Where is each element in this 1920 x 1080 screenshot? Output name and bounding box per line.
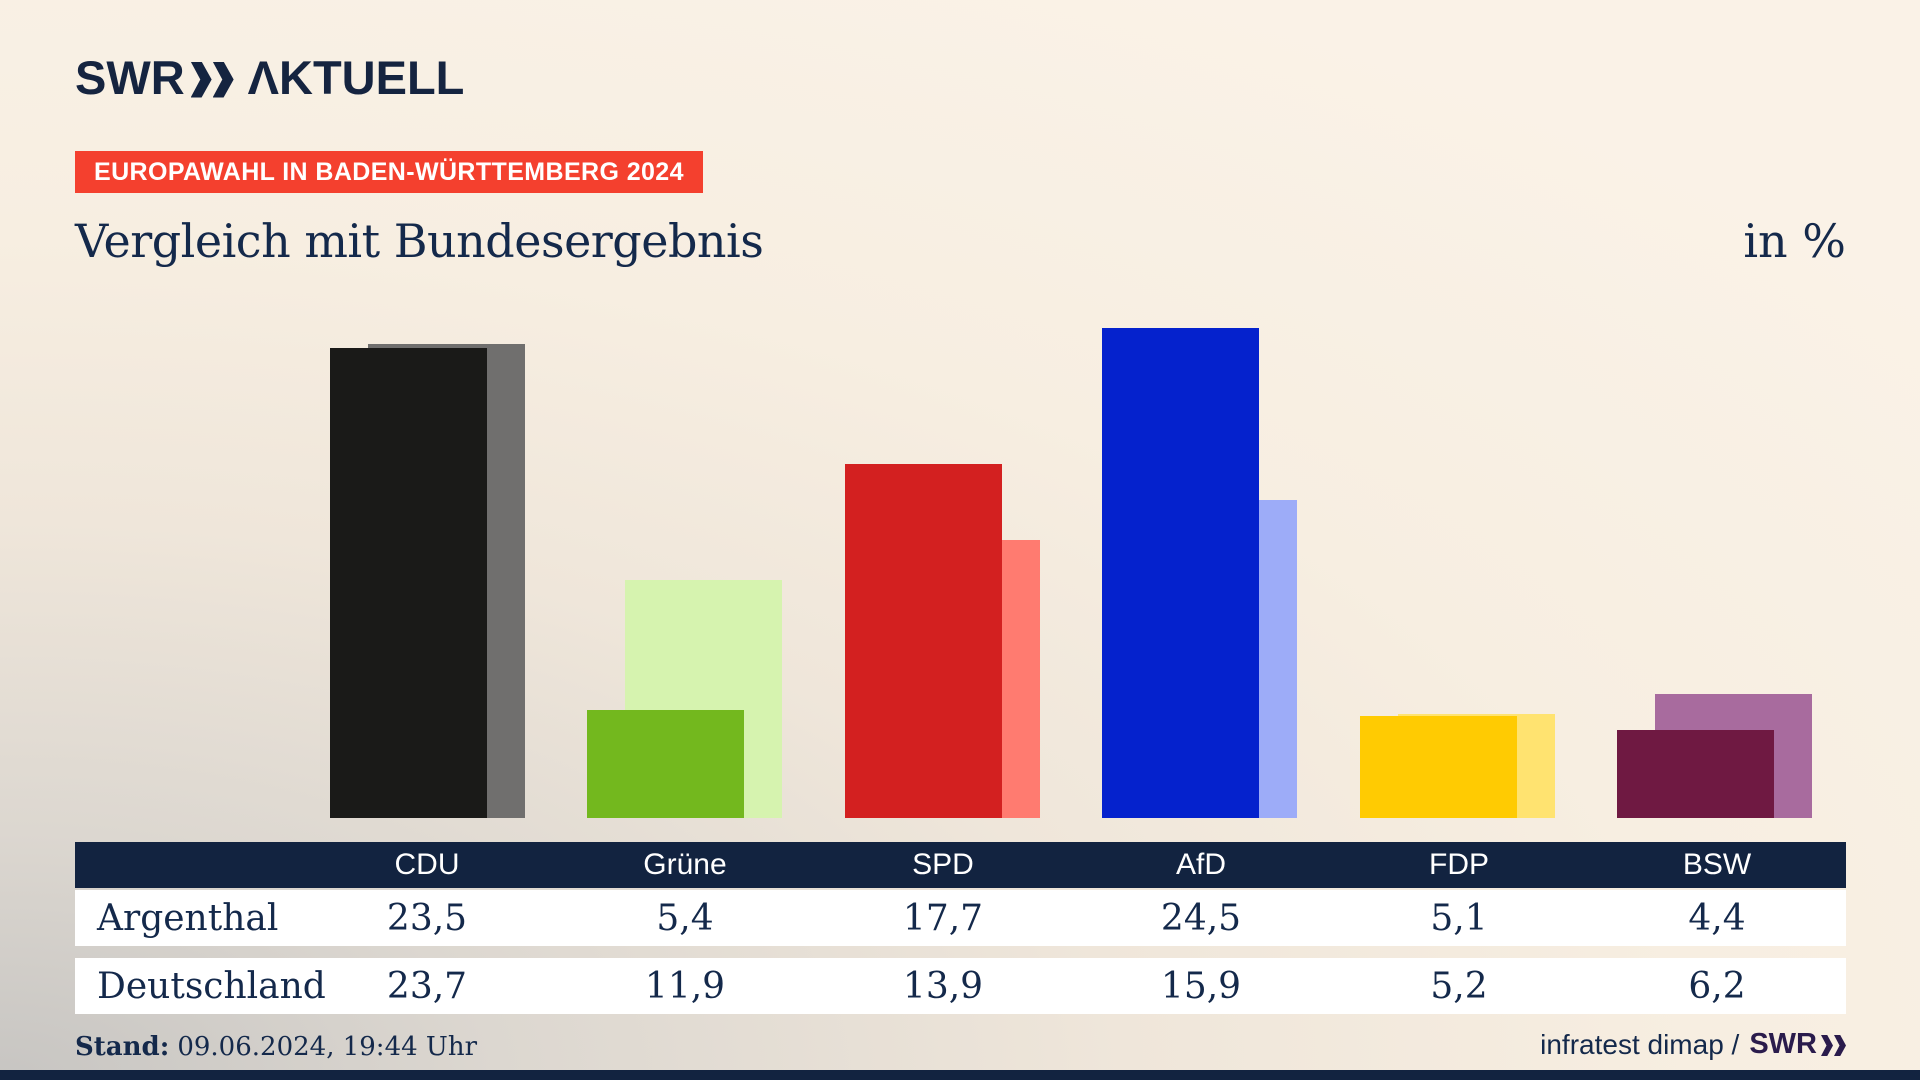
bar-argenthal-afd <box>1102 328 1259 818</box>
source-credit: infratest dimap / SWR <box>1540 1028 1846 1061</box>
row-label: Deutschland <box>97 965 326 1007</box>
source-text: infratest dimap / <box>1540 1028 1740 1060</box>
chevron-right-icon <box>212 61 234 98</box>
column-header-fdp: FDP <box>1429 848 1489 881</box>
bar-argenthal-spd <box>844 464 1002 818</box>
logo-swr-text: SWR <box>1749 1028 1817 1060</box>
value-cell: 23,7 <box>386 965 468 1007</box>
logo-aktuell-text: ΛKTUELL <box>247 51 465 104</box>
value-cell: 6,2 <box>1688 965 1746 1007</box>
value-cell: 4,4 <box>1688 897 1746 939</box>
bar-argenthal-bsw <box>1617 730 1774 818</box>
chart-title: Vergleich mit Bundesergebnis <box>75 214 764 268</box>
value-cell: 15,9 <box>1160 965 1242 1007</box>
bar-argenthal-grne <box>587 710 744 818</box>
chevron-right-icon <box>190 61 212 98</box>
column-header-gruene: Grüne <box>643 848 727 881</box>
column-header-afd: AfD <box>1175 848 1226 881</box>
value-cell: 5,2 <box>1430 965 1488 1007</box>
value-cell: 5,1 <box>1430 897 1488 939</box>
bar-argenthal-cdu <box>329 348 487 818</box>
double-chevron-icon <box>190 61 234 98</box>
chevron-right-icon <box>1821 1035 1833 1056</box>
bar-chart <box>329 328 1812 818</box>
table-row-argenthal: Argenthal 23,5 5,4 17,7 24,5 5,1 4,4 <box>75 890 1846 946</box>
column-header-cdu: CDU <box>394 848 460 881</box>
topic-badge: EUROPAWAHL IN BADEN-WÜRTTEMBERG 2024 <box>75 151 703 193</box>
table-header-row: CDU Grüne SPD AfD FDP BSW <box>75 842 1846 888</box>
timestamp: Stand: 09.06.2024, 19:44 Uhr <box>75 1032 477 1062</box>
chevron-right-icon <box>1834 1035 1846 1056</box>
value-cell: 11,9 <box>644 965 726 1007</box>
value-cell: 24,5 <box>1160 897 1242 939</box>
unit-label: in % <box>1743 214 1846 268</box>
bar-argenthal-fdp <box>1359 716 1517 818</box>
column-header-bsw: BSW <box>1682 848 1752 881</box>
stand-value: 09.06.2024, 19:44 Uhr <box>177 1032 478 1062</box>
column-header-spd: SPD <box>912 848 974 881</box>
swr-logo-small: SWR <box>1749 1028 1846 1061</box>
logo-swr-text: SWR <box>75 51 185 104</box>
row-label: Argenthal <box>97 897 279 939</box>
double-chevron-icon <box>1821 1035 1846 1056</box>
results-table: CDU Grüne SPD AfD FDP BSW Argenthal 23,5… <box>75 842 1846 1014</box>
value-cell: 23,5 <box>386 897 468 939</box>
stand-label: Stand: <box>75 1032 170 1062</box>
bottom-accent-bar <box>0 1070 1920 1080</box>
value-cell: 5,4 <box>656 897 714 939</box>
table-row-deutschland: Deutschland 23,7 11,9 13,9 15,9 5,2 6,2 <box>75 958 1846 1014</box>
value-cell: 17,7 <box>902 897 984 939</box>
swr-aktuell-logo: SWR ΛKTUELL <box>75 50 464 105</box>
value-cell: 13,9 <box>902 965 984 1007</box>
